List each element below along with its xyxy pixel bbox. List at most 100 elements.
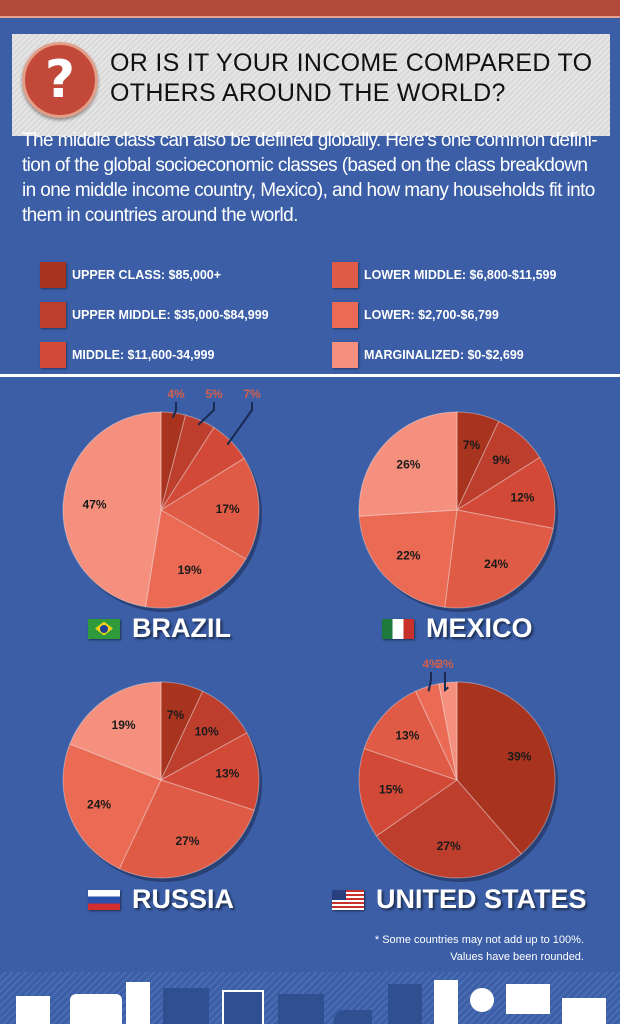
brazil-flag-icon	[88, 618, 120, 639]
pie-slice	[363, 690, 458, 781]
legend-swatch	[332, 262, 358, 288]
legend-item-lower-middle: LOWER MIDDLE: $6,800-$11,599	[332, 262, 556, 288]
slice-label: 4%	[167, 387, 185, 401]
house-icon	[222, 990, 264, 1024]
slice-label: 27%	[437, 839, 461, 853]
country-label-mexico: MEXICO	[382, 613, 533, 644]
pie-slice	[159, 732, 260, 811]
footnote-line-1: * Some countries may not add up to 100%.	[374, 934, 584, 946]
briefcase-icon	[163, 988, 209, 1024]
slice-label: 47%	[83, 498, 107, 512]
pie-slice	[62, 743, 162, 870]
footnote-line-2: Values have been rounded.	[450, 951, 584, 963]
slice-label: 7%	[243, 387, 261, 401]
title-line-2: OTHERS AROUND THE WORLD?	[110, 79, 506, 107]
pie-slice	[358, 411, 458, 517]
pie-slice	[455, 456, 556, 529]
icon-strip	[0, 972, 620, 1024]
legend-swatch	[40, 302, 66, 328]
slice-label: 19%	[178, 563, 202, 577]
pie-mexico: 7% 9% 12% 24% 22% 26%	[358, 411, 558, 612]
legend-swatch	[40, 262, 66, 288]
gift-icon	[388, 984, 422, 1024]
slice-label: 7%	[463, 438, 481, 452]
slice-label: 17%	[216, 502, 240, 516]
pie-slice	[455, 420, 541, 512]
country-label-united-states: UNITED STATES	[332, 884, 587, 915]
legend-item-upper-class: UPPER CLASS: $85,000+	[40, 262, 221, 288]
pie-slice	[159, 690, 248, 782]
slice-label: 24%	[87, 798, 111, 812]
country-name: RUSSIA	[132, 884, 235, 914]
pie-brazil: 4% 5% 7% 17% 19% 47%	[62, 387, 262, 612]
pie-slice	[438, 681, 458, 781]
callout-line	[226, 402, 253, 446]
legend-label: MIDDLE: $11,600-34,999	[72, 348, 215, 362]
pie-slice	[160, 457, 260, 560]
country-name: BRAZIL	[132, 613, 231, 643]
slice-label: 19%	[112, 718, 136, 732]
purse-icon	[562, 998, 606, 1024]
legend-swatch	[40, 342, 66, 368]
country-label-russia: RUSSIA	[88, 884, 234, 915]
pie-charts: 4% 5% 7% 17% 19% 47% 7% 9% 12% 24% 22% 26% 7% 10% 13% 2…	[62, 387, 558, 882]
legend-label: LOWER MIDDLE: $6,800-$11,599	[364, 268, 557, 282]
legend-label: LOWER: $2,700-$6,799	[364, 308, 499, 322]
question-mark-icon: ?	[22, 42, 98, 118]
pie-slice	[160, 411, 187, 511]
pie-slice	[144, 509, 247, 609]
pie-slice	[358, 747, 459, 837]
pie-slice	[375, 779, 522, 879]
footnote: * Some countries may not add up to 100%.…	[375, 932, 584, 966]
russia-flag-icon	[88, 889, 120, 910]
top-decorative-strip	[0, 0, 620, 18]
slice-label: 13%	[215, 767, 239, 781]
title-line-1: OR IS IT YOUR INCOME COMPARED TO	[110, 49, 593, 77]
country-name: UNITED STATES	[376, 884, 587, 914]
slice-label: 3%	[436, 657, 454, 671]
slice-label: 15%	[379, 782, 403, 796]
title-banner: ? OR IS IT YOUR INCOME COMPARED TO OTHER…	[12, 34, 610, 136]
shoe-icon	[334, 1010, 372, 1024]
legend-item-upper-middle: UPPER MIDDLE: $35,000-$84,999	[40, 302, 269, 328]
slice-label: 22%	[396, 549, 420, 563]
callout-line	[197, 402, 215, 426]
laptop-icon	[506, 984, 550, 1014]
pie-slice	[456, 411, 500, 511]
pie-slice	[160, 414, 215, 511]
pie-slice	[444, 509, 554, 609]
page-title: OR IS IT YOUR INCOME COMPARED TO OTHERS …	[110, 48, 592, 108]
pie-slice	[456, 681, 556, 855]
country-label-brazil: BRAZIL	[88, 613, 231, 644]
us-flag-icon	[332, 889, 364, 910]
pie-united-states: 39% 27% 15% 13% 4%3%	[358, 657, 558, 882]
legend-label: UPPER CLASS: $85,000+	[72, 268, 222, 282]
legend-swatch	[332, 342, 358, 368]
slice-label: 5%	[205, 387, 223, 401]
slice-label: 12%	[510, 491, 534, 505]
pie-russia: 7% 10% 13% 27% 24% 19%	[62, 681, 262, 882]
slice-label: 24%	[484, 557, 508, 571]
pie-slice	[62, 411, 162, 608]
pie-slice	[160, 681, 204, 781]
slice-label: 39%	[507, 750, 531, 764]
slice-label: 10%	[195, 724, 219, 738]
legend-item-marginalized: MARGINALIZED: $0-$2,699	[332, 342, 524, 368]
slice-label: 9%	[492, 453, 510, 467]
divider	[0, 374, 620, 377]
country-name: MEXICO	[426, 613, 533, 643]
slice-label: 27%	[175, 834, 199, 848]
phone-icon	[434, 980, 458, 1024]
watch-icon	[470, 988, 494, 1012]
legend-label: MARGINALIZED: $0-$2,699	[364, 348, 524, 362]
legend-label: UPPER MIDDLE: $35,000-$84,999	[72, 308, 269, 322]
slice-label: 26%	[396, 457, 420, 471]
coffee-cup-icon	[126, 982, 150, 1024]
legend: UPPER CLASS: $85,000+ UPPER MIDDLE: $35,…	[0, 258, 620, 368]
pie-slice	[69, 681, 162, 781]
intro-text: The middle class can also be defined glo…	[22, 130, 598, 226]
tv-icon	[16, 996, 50, 1024]
pie-slice	[358, 509, 458, 608]
slice-label: 13%	[395, 729, 419, 743]
mexico-flag-icon	[382, 618, 414, 639]
